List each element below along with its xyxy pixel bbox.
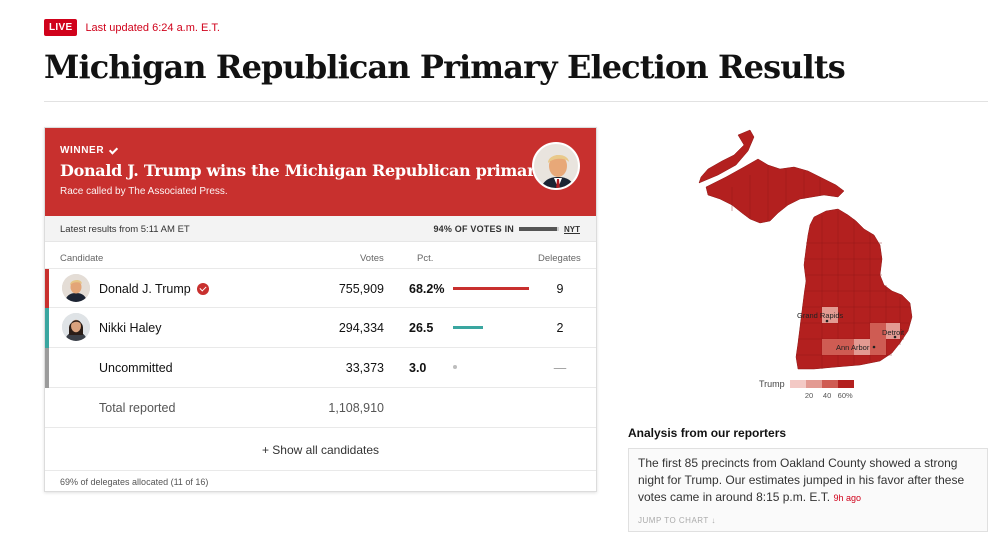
latest-results-time: Latest results from 5:11 AM ET bbox=[60, 224, 190, 235]
analysis-heading: Analysis from our reporters bbox=[628, 426, 787, 440]
winner-check-icon bbox=[196, 283, 209, 295]
legend-title: Trump bbox=[759, 379, 785, 389]
column-header-delegates: Delegates bbox=[538, 253, 581, 264]
candidate-delegates: 2 bbox=[556, 321, 564, 335]
last-updated: Last updated 6:24 a.m. E.T. bbox=[85, 21, 220, 34]
delegates-footnote: 69% of delegates allocated (11 of 16) bbox=[60, 477, 209, 487]
table-row: Donald J. Trump 755,909 68.2% 9 bbox=[45, 268, 596, 309]
legend-tick: 60% bbox=[837, 391, 853, 400]
winner-banner: WINNER Donald J. Trump wins the Michigan… bbox=[45, 128, 596, 216]
divider bbox=[44, 101, 988, 102]
analysis-time-ago: 9h ago bbox=[833, 493, 861, 503]
analysis-body: The first 85 precincts from Oakland Coun… bbox=[638, 456, 965, 504]
candidate-name-text: Uncommitted bbox=[99, 361, 173, 375]
source-link[interactable]: NYT bbox=[564, 224, 580, 234]
show-all-candidates-button[interactable]: + Show all candidates bbox=[45, 429, 596, 471]
check-icon bbox=[109, 146, 119, 156]
legend-tick: 40 bbox=[822, 391, 832, 400]
candidate-color-marker bbox=[45, 348, 49, 388]
race-called-note: Race called by The Associated Press. bbox=[60, 186, 228, 197]
total-label: Total reported bbox=[99, 401, 176, 415]
map-label-grand-rapids: Grand Rapids bbox=[797, 311, 844, 320]
votes-in-bar bbox=[519, 227, 559, 231]
legend-tick: 20 bbox=[804, 391, 814, 400]
map-label-ann-arbor: Ann Arbor bbox=[836, 343, 870, 352]
winner-photo bbox=[532, 142, 580, 190]
candidate-pct: 26.5 bbox=[409, 321, 434, 335]
michigan-county-map[interactable]: Grand Rapids Ann Arbor Detroit bbox=[696, 125, 921, 375]
results-status-bar: Latest results from 5:11 AM ET 94% OF VO… bbox=[45, 216, 596, 242]
table-row: Nikki Haley 294,334 26.5 2 bbox=[45, 308, 596, 348]
candidate-pct: 3.0 bbox=[409, 361, 427, 375]
column-header-candidate: Candidate bbox=[60, 253, 104, 264]
column-header-votes: Votes bbox=[360, 253, 384, 264]
results-card: WINNER Donald J. Trump wins the Michigan… bbox=[44, 127, 597, 492]
total-votes: 1,108,910 bbox=[328, 401, 384, 415]
analysis-text: The first 85 precincts from Oakland Coun… bbox=[638, 455, 983, 507]
upper-peninsula bbox=[698, 129, 845, 224]
candidate-votes: 33,373 bbox=[345, 361, 384, 375]
votes-in-bar-fill bbox=[519, 227, 557, 231]
candidate-votes: 294,334 bbox=[338, 321, 384, 335]
candidate-delegates: 9 bbox=[556, 282, 564, 296]
legend-swatch bbox=[822, 380, 838, 388]
legend-swatches bbox=[790, 380, 854, 388]
candidate-pct-bar bbox=[453, 326, 483, 329]
winner-label: WINNER bbox=[60, 145, 119, 156]
candidate-name: Donald J. Trump bbox=[99, 282, 209, 296]
candidate-name: Nikki Haley bbox=[99, 321, 162, 335]
analysis-card: The first 85 precincts from Oakland Coun… bbox=[628, 448, 988, 532]
candidate-votes: 755,909 bbox=[338, 282, 384, 296]
trump-avatar-icon bbox=[62, 274, 90, 302]
candidate-color-marker bbox=[45, 269, 49, 309]
candidate-pct-bar bbox=[453, 287, 530, 290]
legend-swatch bbox=[838, 380, 854, 388]
live-badge: LIVE bbox=[44, 19, 78, 36]
candidate-name: Uncommitted bbox=[99, 361, 173, 375]
winner-headline: Donald J. Trump wins the Michigan Republ… bbox=[60, 161, 548, 180]
legend-swatch bbox=[790, 380, 806, 388]
map-label-detroit: Detroit bbox=[882, 328, 905, 337]
candidate-name-text: Donald J. Trump bbox=[99, 282, 191, 296]
winner-label-text: WINNER bbox=[60, 145, 105, 156]
candidate-pct: 68.2% bbox=[409, 282, 445, 296]
candidate-pct-dot bbox=[453, 365, 457, 369]
candidate-name-text: Nikki Haley bbox=[99, 321, 162, 335]
lower-peninsula bbox=[795, 208, 913, 370]
candidate-delegates: — bbox=[553, 361, 567, 375]
trump-portrait-icon bbox=[534, 144, 578, 188]
legend-ticks: 20 40 60% bbox=[801, 391, 853, 400]
votes-in-indicator: 94% OF VOTES IN NYT bbox=[433, 224, 580, 234]
avatar bbox=[62, 274, 90, 302]
jump-to-chart-link[interactable]: JUMP TO CHART ↓ bbox=[638, 516, 716, 525]
candidate-color-marker bbox=[45, 308, 49, 348]
haley-avatar-icon bbox=[62, 313, 90, 341]
live-status: LIVE Last updated 6:24 a.m. E.T. bbox=[44, 19, 220, 36]
legend-swatch bbox=[806, 380, 822, 388]
page-title: Michigan Republican Primary Election Res… bbox=[44, 48, 846, 86]
votes-in-label: 94% OF VOTES IN bbox=[433, 224, 514, 234]
column-header-pct: Pct. bbox=[417, 253, 434, 264]
table-row: Uncommitted 33,373 3.0 — bbox=[45, 348, 596, 388]
avatar bbox=[62, 313, 90, 341]
table-row-total: Total reported 1,108,910 bbox=[45, 388, 596, 428]
